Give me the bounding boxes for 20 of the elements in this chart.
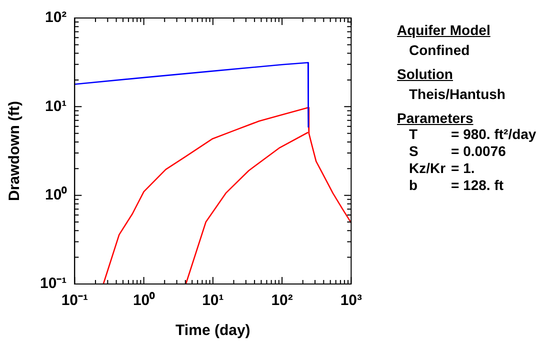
text: T = 980. ft²/day <box>409 126 536 142</box>
x-tick-label: 10² <box>271 292 293 310</box>
text: Confined <box>409 42 471 58</box>
text: Aquifer Model <box>397 22 492 38</box>
text: Parameters <box>397 110 474 126</box>
y-axis-title: Drawdown (ft) <box>6 101 24 201</box>
text: b = 128. ft <box>409 177 504 193</box>
x-axis-title: Time (day) <box>176 322 250 340</box>
text: S = 0.0076 <box>409 143 506 159</box>
y-tick-label: 10¹ <box>44 98 67 115</box>
y-tick-label: 10² <box>44 9 67 26</box>
y-tick-label: 10⁰ <box>44 185 68 204</box>
y-tick-label: 10⁻¹ <box>40 275 67 292</box>
text: Solution <box>397 66 454 82</box>
x-tick-label: 10³ <box>340 292 362 310</box>
x-tick-label: 10¹ <box>202 292 224 310</box>
x-tick-label: 10⁰ <box>132 291 156 310</box>
text: Theis/Hantush <box>409 86 506 102</box>
x-tick-label: 10⁻¹ <box>61 292 88 310</box>
text: Kz/Kr = 1. <box>409 160 475 177</box>
